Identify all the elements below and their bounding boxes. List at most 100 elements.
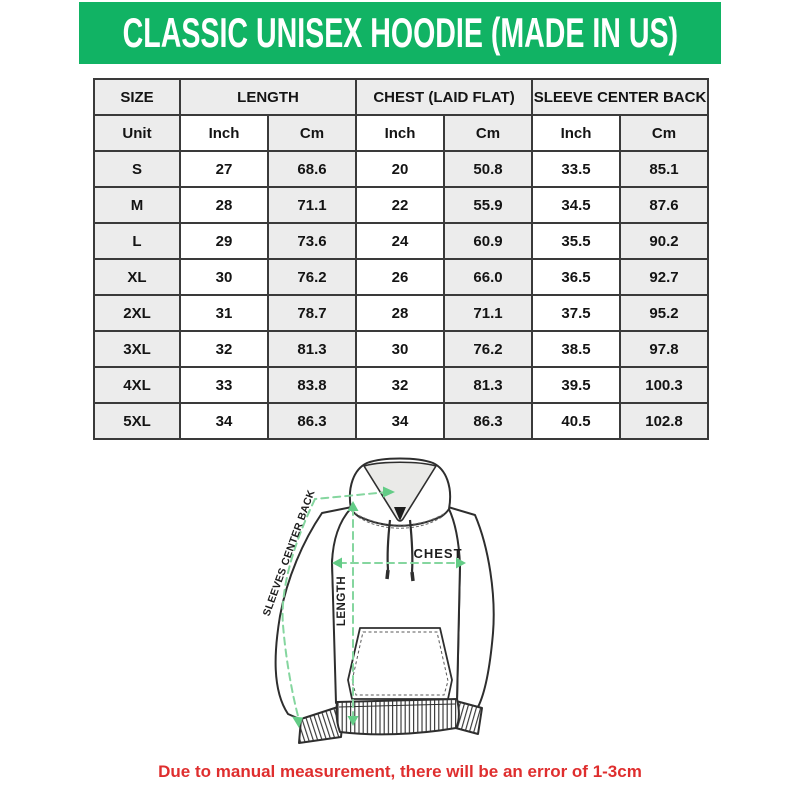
unit-cell: Inch — [531, 114, 622, 152]
size-cell: M — [93, 186, 181, 224]
value-cell: 81.3 — [266, 330, 358, 368]
value-cell: 36.5 — [531, 258, 622, 296]
value-cell: 26 — [355, 258, 446, 296]
table-row: M 28 71.1 22 55.9 34.5 87.6 — [93, 186, 710, 224]
unit-cell: Cm — [266, 114, 358, 152]
measurement-note: Due to manual measurement, there will be… — [158, 762, 642, 781]
value-cell: 34 — [179, 402, 269, 440]
arrowhead-right-icon — [383, 486, 395, 498]
unit-label-cell: Unit — [93, 114, 181, 152]
value-cell: 31 — [179, 294, 269, 332]
header-chest: CHEST (LAID FLAT) — [355, 78, 534, 116]
value-cell: 90.2 — [619, 222, 710, 260]
header-size: SIZE — [93, 78, 181, 116]
value-cell: 37.5 — [531, 294, 622, 332]
value-cell: 92.7 — [619, 258, 710, 296]
value-cell: 83.8 — [266, 366, 358, 404]
hood-grommet — [394, 507, 406, 521]
length-label: LENGTH — [336, 576, 348, 626]
table-row: L 29 73.6 24 60.9 35.5 90.2 — [93, 222, 710, 260]
size-cell: S — [93, 150, 181, 188]
value-cell: 33 — [179, 366, 269, 404]
chest-label: CHEST — [413, 546, 462, 561]
value-cell: 38.5 — [531, 330, 622, 368]
arrowhead-left-icon — [332, 557, 342, 569]
unit-cell: Cm — [443, 114, 534, 152]
size-cell: L — [93, 222, 181, 260]
arrowhead-up-icon — [347, 501, 359, 511]
size-chart-table: SIZE LENGTH CHEST (LAID FLAT) SLEEVE CEN… — [93, 78, 710, 440]
value-cell: 78.7 — [266, 294, 358, 332]
value-cell: 32 — [355, 366, 446, 404]
arrowhead-right-icon — [456, 557, 466, 569]
value-cell: 76.2 — [266, 258, 358, 296]
value-cell: 34 — [355, 402, 446, 440]
value-cell: 81.3 — [443, 366, 534, 404]
size-cell: XL — [93, 258, 181, 296]
measurement-note-row: Due to manual measurement, there will be… — [0, 762, 800, 782]
value-cell: 100.3 — [619, 366, 710, 404]
value-cell: 50.8 — [443, 150, 534, 188]
table-unit-row: Unit Inch Cm Inch Cm Inch Cm — [93, 114, 710, 152]
unit-cell: Inch — [179, 114, 269, 152]
table-row: XL 30 76.2 26 66.0 36.5 92.7 — [93, 258, 710, 296]
value-cell: 28 — [355, 294, 446, 332]
header-sleeve-center-back: SLEEVE CENTER BACK — [531, 78, 710, 116]
collar-stitch-line — [354, 512, 446, 526]
kangaroo-pocket — [347, 627, 453, 700]
value-cell: 29 — [179, 222, 269, 260]
cuff-left — [298, 704, 345, 744]
hoodie-measurement-diagram: CHEST LENGTH SLEEVES CENTER BACK — [261, 457, 495, 744]
hood-lining — [363, 461, 437, 522]
value-cell: 76.2 — [443, 330, 534, 368]
value-cell: 86.3 — [266, 402, 358, 440]
value-cell: 66.0 — [443, 258, 534, 296]
table-row: 4XL 33 83.8 32 81.3 39.5 100.3 — [93, 366, 710, 404]
value-cell: 28 — [179, 186, 269, 224]
value-cell: 86.3 — [443, 402, 534, 440]
value-cell: 39.5 — [531, 366, 622, 404]
table-group-header-row: SIZE LENGTH CHEST (LAID FLAT) SLEEVE CEN… — [93, 78, 710, 116]
size-cell: 5XL — [93, 402, 181, 440]
value-cell: 30 — [355, 330, 446, 368]
drawstring-right-aglet — [410, 571, 415, 582]
value-cell: 30 — [179, 258, 269, 296]
value-cell: 95.2 — [619, 294, 710, 332]
value-cell: 22 — [355, 186, 446, 224]
value-cell: 33.5 — [531, 150, 622, 188]
table-row: 3XL 32 81.3 30 76.2 38.5 97.8 — [93, 330, 710, 368]
hood-measure-arrow — [314, 491, 389, 500]
value-cell: 102.8 — [619, 402, 710, 440]
drawstring-left — [386, 519, 392, 571]
unit-cell: Inch — [355, 114, 446, 152]
value-cell: 27 — [179, 150, 269, 188]
unit-cell: Cm — [619, 114, 710, 152]
page-title: CLASSIC UNISEX HOODIE (MADE IN US) — [122, 9, 678, 56]
drawstring-right — [408, 519, 414, 573]
value-cell: 97.8 — [619, 330, 710, 368]
table-row: 5XL 34 86.3 34 86.3 40.5 102.8 — [93, 402, 710, 440]
value-cell: 85.1 — [619, 150, 710, 188]
pocket-stitch-line — [351, 631, 449, 696]
value-cell: 71.1 — [266, 186, 358, 224]
hem-band — [335, 698, 460, 736]
value-cell: 32 — [179, 330, 269, 368]
value-cell: 35.5 — [531, 222, 622, 260]
value-cell: 24 — [355, 222, 446, 260]
value-cell: 55.9 — [443, 186, 534, 224]
arrowhead-down-icon — [292, 716, 303, 728]
value-cell: 73.6 — [266, 222, 358, 260]
table-row: S 27 68.6 20 50.8 33.5 85.1 — [93, 150, 710, 188]
value-cell: 20 — [355, 150, 446, 188]
header-length: LENGTH — [178, 78, 358, 116]
value-cell: 60.9 — [443, 222, 534, 260]
value-cell: 71.1 — [443, 294, 534, 332]
table-row: 2XL 31 78.7 28 71.1 37.5 95.2 — [93, 294, 710, 332]
size-cell: 3XL — [93, 330, 181, 368]
title-banner: CLASSIC UNISEX HOODIE (MADE IN US) — [79, 2, 721, 64]
arrowhead-down-icon — [347, 716, 359, 726]
hem-stitch-line — [338, 703, 456, 708]
value-cell: 40.5 — [531, 402, 622, 440]
size-cell: 4XL — [93, 366, 181, 404]
value-cell: 87.6 — [619, 186, 710, 224]
